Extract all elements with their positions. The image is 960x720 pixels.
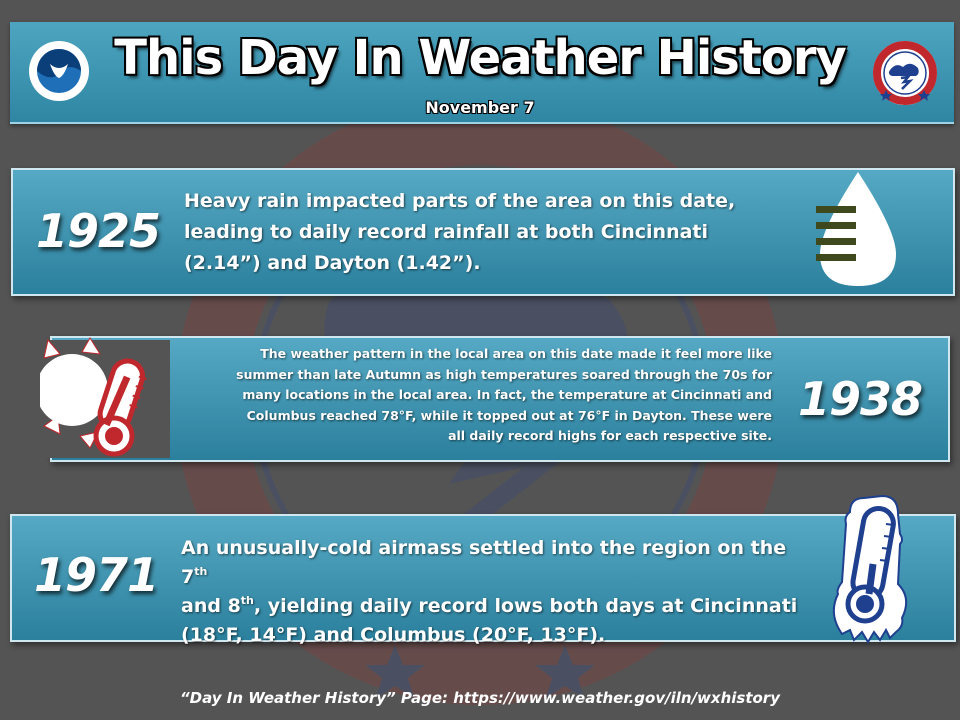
event-text-line: (2.14”) and Dayton (1.42”).	[184, 252, 481, 274]
event-text-line: many locations in the local area. In fac…	[242, 387, 772, 402]
event-text-line: An unusually-cold airmass settled into t…	[181, 537, 787, 588]
event-year: 1938	[798, 372, 923, 426]
event-text-line: all daily record highs for each respecti…	[448, 428, 772, 443]
event-year: 1971	[34, 548, 159, 602]
frozen-thermometer-icon	[832, 494, 908, 644]
page-date: November 7	[425, 98, 535, 117]
event-description: Heavy rain impacted parts of the area on…	[184, 186, 784, 279]
sun-thermometer-icon	[40, 337, 170, 458]
event-text-line: The weather pattern in the local area on…	[260, 346, 772, 361]
event-text-line: summer than late Autumn as high temperat…	[236, 366, 772, 382]
event-panel-1971	[10, 514, 956, 642]
event-text-line: leading to daily record rainfall at both…	[184, 221, 709, 243]
raindrop-icon	[816, 172, 896, 286]
event-description: The weather pattern in the local area on…	[160, 344, 772, 447]
event-text-line: Heavy rain impacted parts of the area on…	[184, 190, 736, 212]
event-text-line: and 8th, yielding daily record lows both…	[181, 594, 798, 617]
event-panel-1938	[50, 336, 950, 462]
event-panel-1925	[11, 168, 955, 296]
footer-link-text: “Day In Weather History” Page: https://w…	[180, 689, 780, 707]
event-description: An unusually-cold airmass settled into t…	[181, 534, 801, 650]
event-text-line: Columbus reached 78°F, while it topped o…	[246, 407, 772, 423]
event-text-line: (18°F, 14°F) and Columbus (20°F, 13°F).	[181, 624, 606, 646]
header-banner	[10, 22, 954, 124]
nws-logo	[873, 41, 937, 105]
noaa-logo	[29, 41, 89, 101]
event-year: 1925	[36, 204, 161, 258]
page-title: This Day In Weather History	[114, 30, 846, 86]
